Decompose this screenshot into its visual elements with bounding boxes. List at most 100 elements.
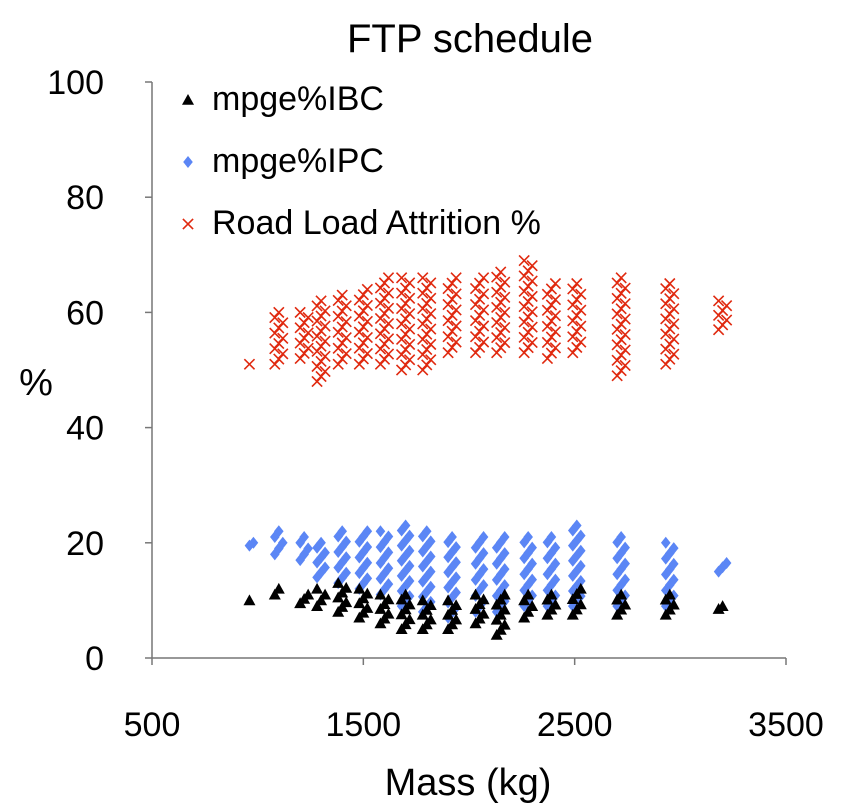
x-tick-label: 3500 — [748, 706, 824, 744]
data-point — [567, 331, 579, 343]
legend-marker — [183, 156, 193, 168]
data-point — [353, 310, 365, 322]
data-point — [498, 618, 511, 630]
data-point — [526, 306, 538, 318]
data-point — [357, 337, 369, 349]
data-point — [549, 598, 562, 610]
y-axis-label: % — [19, 362, 53, 404]
data-point — [278, 536, 288, 549]
data-point — [303, 542, 313, 555]
data-point — [620, 541, 630, 554]
data-point — [340, 316, 352, 328]
data-point — [357, 289, 369, 301]
data-point — [302, 588, 315, 600]
data-point — [526, 600, 539, 611]
data-point — [362, 556, 373, 569]
data-point — [341, 566, 351, 579]
data-point — [478, 547, 489, 560]
data-point — [615, 287, 627, 299]
data-point — [403, 598, 416, 610]
data-point — [451, 541, 461, 554]
data-point — [319, 350, 331, 362]
data-point — [273, 337, 285, 350]
data-point — [424, 613, 437, 625]
data-point — [615, 303, 627, 315]
data-point — [320, 546, 330, 559]
data-point — [668, 557, 679, 570]
data-point — [499, 563, 510, 576]
data-point — [620, 573, 630, 586]
data-point — [545, 315, 558, 327]
data-point — [243, 358, 256, 370]
data-point — [421, 525, 432, 538]
data-point — [522, 588, 535, 600]
data-point — [619, 359, 631, 372]
data-point — [499, 306, 511, 319]
data-point — [382, 302, 395, 314]
data-point — [575, 288, 587, 300]
data-point — [443, 581, 453, 594]
data-point — [269, 311, 281, 324]
data-point — [620, 557, 630, 570]
data-point — [499, 531, 510, 544]
data-point — [273, 322, 285, 334]
data-point — [353, 342, 365, 354]
data-point — [527, 573, 537, 586]
data-point — [526, 290, 538, 303]
data-point — [450, 613, 463, 625]
data-point — [545, 588, 558, 600]
data-point — [403, 338, 416, 351]
data-point — [332, 577, 345, 588]
data-point — [615, 272, 627, 284]
data-point — [443, 551, 453, 564]
data-point — [341, 551, 351, 564]
data-point — [273, 353, 285, 365]
data-point — [361, 347, 373, 360]
data-point — [619, 297, 631, 310]
data-point — [668, 573, 679, 586]
data-point — [442, 331, 454, 343]
data-point — [403, 292, 416, 304]
data-point — [523, 562, 533, 575]
data-point — [404, 529, 415, 542]
data-point — [319, 588, 332, 600]
data-point — [615, 588, 628, 600]
axes — [151, 82, 786, 659]
data-point — [336, 321, 348, 333]
data-point — [575, 574, 586, 587]
data-point — [316, 536, 326, 549]
legend-label: mpge%IPC — [212, 142, 384, 180]
data-point — [277, 317, 289, 329]
data-point — [473, 341, 486, 354]
data-point — [619, 598, 632, 610]
data-point — [403, 354, 416, 366]
data-point — [473, 277, 486, 289]
data-point — [447, 561, 457, 574]
data-point — [549, 326, 562, 338]
data-point — [526, 336, 538, 349]
data-point — [541, 352, 554, 365]
data-point — [274, 525, 284, 538]
data-point — [425, 550, 436, 563]
data-point — [277, 348, 289, 360]
data-point — [469, 314, 482, 327]
data-point — [619, 313, 631, 325]
data-point — [403, 277, 416, 289]
data-point — [340, 596, 353, 608]
data-point — [341, 535, 351, 548]
data-point — [550, 541, 561, 554]
data-point — [611, 277, 623, 289]
data-point — [443, 566, 453, 579]
data-point — [541, 336, 554, 349]
data-point — [442, 298, 454, 311]
x-tick-label: 1500 — [326, 706, 402, 744]
data-point — [302, 327, 314, 339]
data-point — [720, 314, 733, 326]
data-point — [477, 320, 490, 332]
data-point — [357, 321, 369, 333]
data-point — [340, 581, 353, 593]
y-tick-label: 0 — [85, 640, 104, 678]
data-point — [311, 582, 324, 594]
data-point — [541, 288, 554, 300]
